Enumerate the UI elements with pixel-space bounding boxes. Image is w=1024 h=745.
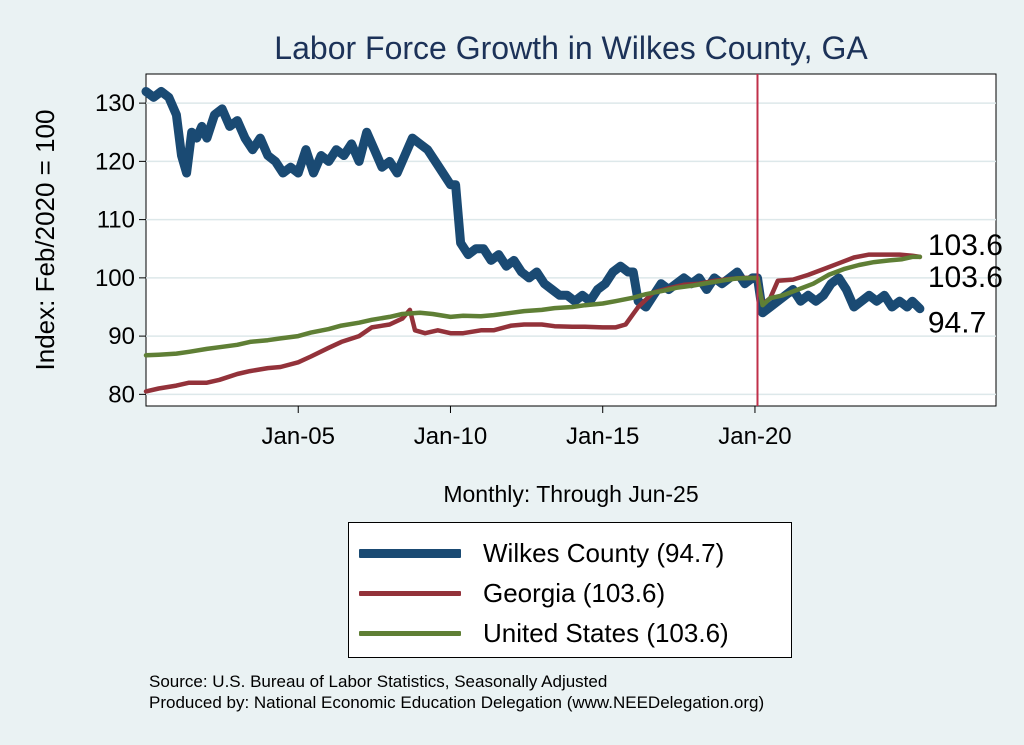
legend-item-united-states: United States (103.6) — [359, 613, 729, 653]
series-layer — [141, 74, 925, 406]
y-tick-label: 100 — [95, 265, 135, 292]
x-tick-label: Jan-10 — [414, 423, 487, 450]
axis-layer: 80 90 100 110 120 130 Jan-05 Jan-10 Jan-15 Jan-20 — [95, 90, 792, 450]
legend-item-wilkes: Wilkes County (94.7) — [359, 533, 724, 573]
end-label-1: 103.6 — [928, 229, 1003, 262]
series-line-2 — [143, 254, 923, 358]
plot-area — [145, 73, 997, 407]
y-tick-label: 110 — [97, 207, 135, 234]
y-axis-label: Index: Feb/2020 = 100 — [30, 110, 60, 371]
end-label-2: 103.6 — [928, 261, 1003, 294]
legend-swatch-georgia — [359, 590, 461, 596]
chart-title: Labor Force Growth in Wilkes County, GA — [274, 30, 868, 66]
chart-svg: 80 90 100 110 120 130 Jan-05 Jan-10 Jan-15 Jan-20… — [30, 30, 1003, 507]
series-line-1 — [143, 252, 923, 394]
producer-note: Produced by: National Economic Education… — [149, 693, 765, 712]
y-tick-label: 80 — [108, 381, 135, 408]
legend-label-united-states: United States (103.6) — [483, 617, 729, 648]
legend-label-wilkes: Wilkes County (94.7) — [483, 537, 725, 568]
y-tick-label: 90 — [108, 323, 135, 350]
legend-swatch-united-states — [359, 630, 461, 636]
x-axis-label: Monthly: Through Jun-25 — [443, 481, 698, 507]
legend-swatch-wilkes — [359, 548, 461, 558]
legend-item-georgia: Georgia (103.6) — [359, 573, 665, 613]
x-tick-label: Jan-20 — [718, 423, 791, 450]
y-tick-label: 120 — [95, 148, 135, 175]
x-tick-label: Jan-15 — [566, 423, 639, 450]
legend: Wilkes County (94.7) Georgia (103.6) Uni… — [348, 522, 792, 658]
legend-label-georgia: Georgia (103.6) — [483, 577, 666, 608]
x-tick-label: Jan-05 — [262, 423, 335, 450]
source-note: Source: U.S. Bureau of Labor Statistics,… — [149, 672, 608, 691]
y-tick-label: 130 — [95, 90, 135, 117]
end-label-0: 94.7 — [928, 307, 986, 340]
